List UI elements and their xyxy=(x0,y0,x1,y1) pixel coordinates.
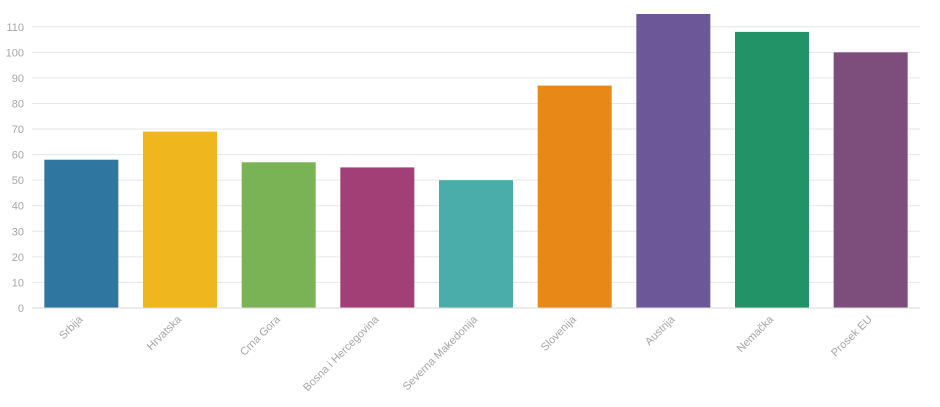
x-tick-label: Severna Makedonija xyxy=(401,313,481,393)
y-tick-label: 70 xyxy=(12,124,24,136)
y-tick-label: 60 xyxy=(12,150,24,162)
x-tick-label: Srbija xyxy=(57,313,86,342)
x-tick-label: Austrija xyxy=(643,313,678,348)
y-axis-ticks: 0 10 20 30 40 50 60 70 80 90 100 110 xyxy=(6,22,24,315)
x-axis-ticks: Srbija Hrvatska Crna Gora Bosna i Hercegovi… xyxy=(57,313,875,394)
bar-nema-ka[interactable] xyxy=(735,31,809,308)
bar-prosek-eu[interactable] xyxy=(833,52,908,308)
bar-hrvatska[interactable] xyxy=(143,131,217,308)
y-tick-label: 50 xyxy=(12,175,24,187)
y-tick-label: 100 xyxy=(6,47,24,59)
bar-srbija[interactable] xyxy=(44,159,119,308)
bar-series xyxy=(44,14,908,308)
x-tick-label: Slovenija xyxy=(539,313,580,354)
y-tick-label: 20 xyxy=(12,252,24,264)
y-tick-label: 10 xyxy=(12,277,24,289)
bar-crna-gora[interactable] xyxy=(241,162,316,308)
bar-slovenija[interactable] xyxy=(537,85,612,308)
bar-austrija[interactable] xyxy=(636,14,711,308)
bar-severna-makedonija[interactable] xyxy=(439,180,513,308)
x-tick-label: Bosna i Hercegovina xyxy=(301,313,382,394)
x-tick-label: Crna Gora xyxy=(238,313,283,358)
x-tick-label: Nemačka xyxy=(735,313,777,355)
bar-bosna-i-hercegovina[interactable] xyxy=(340,167,415,308)
x-tick-label: Hrvatska xyxy=(145,313,185,353)
y-tick-label: 110 xyxy=(6,22,24,34)
y-tick-label: 30 xyxy=(12,226,24,238)
y-tick-label: 90 xyxy=(12,73,24,85)
y-tick-label: 0 xyxy=(18,303,24,315)
y-tick-label: 80 xyxy=(12,98,24,110)
y-tick-label: 40 xyxy=(12,201,24,213)
x-tick-label: Prosek EU xyxy=(829,314,875,360)
